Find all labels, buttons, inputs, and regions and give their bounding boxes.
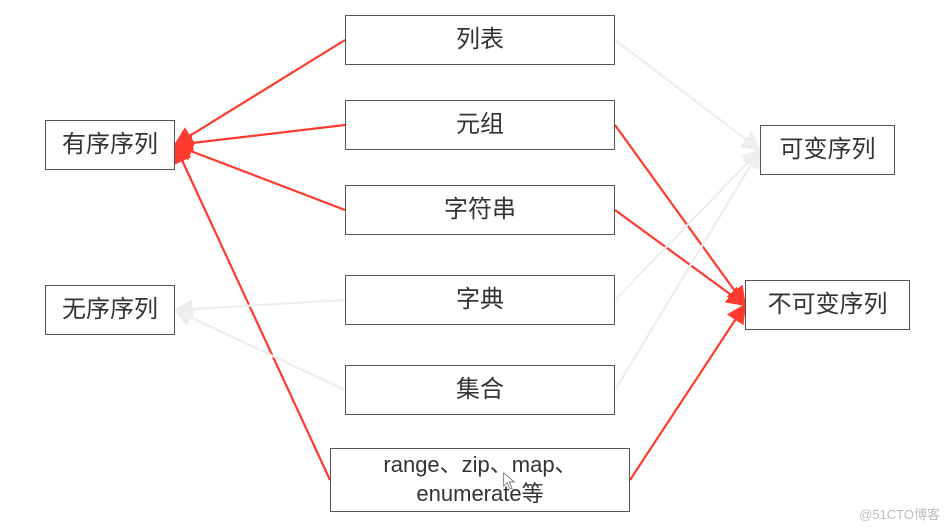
- edge-list-to-mutable: [615, 40, 760, 150]
- edge-dict-to-unordered: [175, 300, 345, 310]
- edge-range-to-ordered: [175, 145, 330, 480]
- edge-string-to-ordered: [175, 145, 345, 210]
- edge-dict-to-mutable: [615, 150, 760, 300]
- edge-tuple-to-ordered: [175, 125, 345, 145]
- node-tuple: 元组: [345, 100, 615, 150]
- node-dict: 字典: [345, 275, 615, 325]
- node-mutable: 可变序列: [760, 125, 895, 175]
- edge-range-to-immutable: [630, 305, 745, 480]
- edge-set-to-mutable: [615, 150, 760, 390]
- node-unordered: 无序序列: [45, 285, 175, 335]
- edge-set-to-unordered: [175, 310, 345, 390]
- node-immutable: 不可变序列: [745, 280, 910, 330]
- node-set: 集合: [345, 365, 615, 415]
- edge-string-to-immutable: [615, 210, 745, 305]
- node-range: range、zip、map、enumerate等: [330, 448, 630, 512]
- node-string: 字符串: [345, 185, 615, 235]
- node-ordered: 有序序列: [45, 120, 175, 170]
- edge-tuple-to-immutable: [615, 125, 745, 305]
- node-list: 列表: [345, 15, 615, 65]
- watermark-text: @51CTO博客: [859, 504, 940, 523]
- edge-list-to-ordered: [175, 40, 345, 145]
